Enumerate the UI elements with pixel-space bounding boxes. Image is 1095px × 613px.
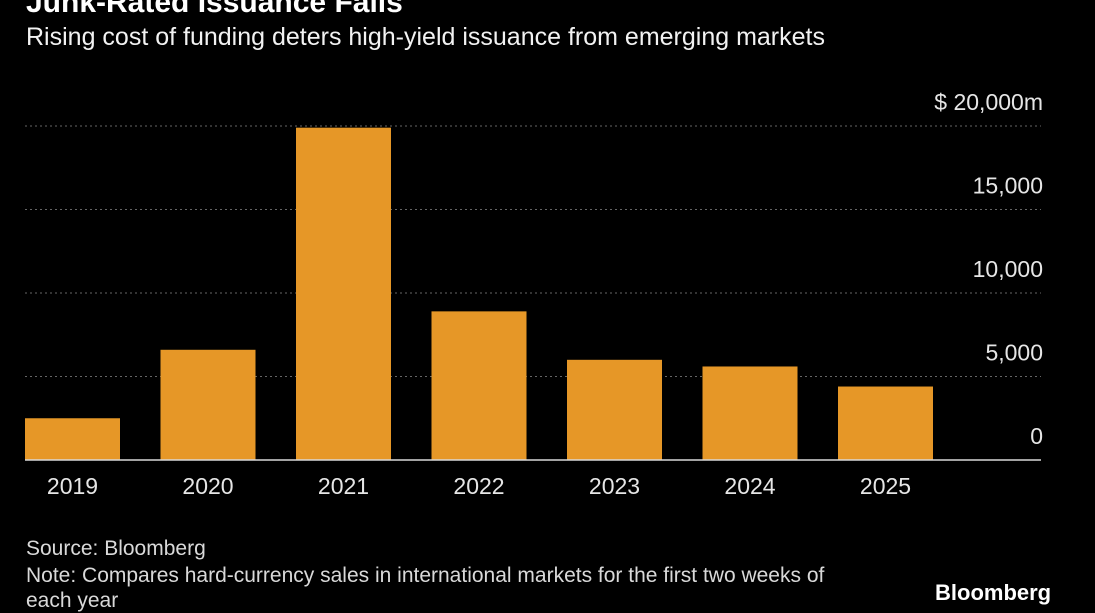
bar-2021: [296, 127, 391, 461]
bloomberg-logo: Bloomberg: [935, 580, 1052, 605]
y-tick-label: 5,000: [985, 340, 1043, 366]
bar-2023: [567, 359, 662, 460]
y-tick-label: 15,000: [973, 173, 1043, 199]
bar-2020: [160, 349, 256, 460]
bar-2022: [431, 311, 527, 460]
chart-title: Junk-Rated Issuance Falls: [26, 0, 403, 19]
footnote: Note: Compares hard-currency sales in in…: [26, 564, 825, 612]
y-tick-label: 10,000: [973, 256, 1043, 282]
x-tick-label: 2023: [589, 473, 640, 499]
y-tick-label: $ 20,000m: [934, 89, 1043, 115]
x-tick-label: 2021: [318, 473, 369, 499]
bar-2025: [838, 386, 933, 460]
chart-subtitle: Rising cost of funding deters high-yield…: [26, 23, 825, 51]
x-tick-label: 2020: [182, 473, 233, 499]
x-tick-label: 2025: [860, 473, 911, 499]
bar-chart: 0 5,000 10,000 15,000 $ 20,000m 2019 2020 2021 2…: [25, 89, 1043, 499]
bar-2024: [702, 366, 798, 460]
y-tick-label: 0: [1030, 423, 1043, 449]
bar-2019: [25, 418, 120, 460]
x-tick-label: 2019: [47, 473, 98, 499]
source-note: Source: Bloomberg: [26, 537, 206, 560]
x-tick-label: 2024: [724, 473, 775, 499]
x-tick-label: 2022: [453, 473, 504, 499]
